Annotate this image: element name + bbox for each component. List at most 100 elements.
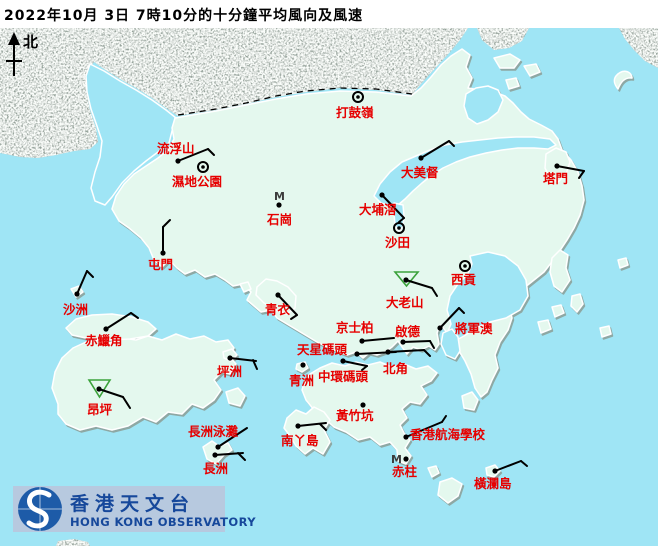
wind-barb [439, 307, 460, 329]
station-tai-mei-tuk: 大美督 [401, 140, 455, 180]
station-lamma-island: 南丫島 [281, 422, 327, 448]
station-peng-chau: 坪洲 [217, 355, 258, 379]
calm-wind-circle [393, 222, 405, 234]
station-dot [437, 325, 443, 331]
station-wong-chuk-hang: 黃竹坑 [335, 402, 374, 423]
station-label: 石崗 [266, 212, 292, 227]
station-dot [300, 362, 306, 368]
station-label: 濕地公園 [172, 174, 222, 189]
station-dot [276, 202, 282, 208]
title-bar: 2022年10月 3日 7時10分的十分鐘平均風向及風速 [0, 0, 658, 28]
wind-barb [86, 270, 94, 278]
station-dot [74, 291, 80, 297]
station-wetland-park: 濕地公園 [172, 161, 222, 189]
mainland-china-urban-area [0, 28, 658, 546]
station-shek-kong: M 石崗 [266, 190, 292, 227]
wind-barb [441, 415, 447, 423]
station-label: 沙洲 [63, 302, 88, 317]
station-label: 香港航海學校 [409, 427, 486, 442]
station-label: 大老山 [386, 295, 424, 310]
station-waglan-island: 橫瀾島 [474, 460, 528, 491]
station-dot [175, 158, 181, 164]
wind-barb [237, 452, 246, 461]
station-label: 北角 [383, 361, 408, 376]
wind-barb [162, 219, 171, 228]
wind-barb [207, 148, 215, 156]
station-label: 屯門 [148, 257, 173, 272]
station-dot [400, 339, 406, 345]
calm-wind-circle [197, 161, 209, 173]
station-dot [96, 386, 102, 392]
m-marker: M [274, 190, 285, 203]
wind-barb [420, 140, 450, 159]
station-dot [403, 456, 409, 462]
station-label: 塔門 [543, 171, 568, 186]
wind-barb [319, 423, 327, 431]
station-label: 昂坪 [87, 402, 113, 417]
station-dot [212, 452, 218, 458]
station-label: 京士柏 [336, 320, 374, 335]
station-label: 黃竹坑 [335, 408, 374, 423]
border-dashed-line [177, 87, 413, 116]
wind-barb [429, 340, 435, 349]
station-dot [215, 444, 221, 450]
wind-barb [361, 365, 368, 371]
station-central-pier: 中環碼頭 [318, 358, 369, 384]
station-ngong-ping: 昂坪 [87, 379, 131, 417]
hko-logo-icon [18, 487, 62, 531]
wind-barb [398, 217, 405, 223]
station-label: 青衣 [265, 302, 291, 317]
station-label: 沙田 [385, 235, 410, 250]
station-dot [418, 155, 424, 161]
north-label: 北 [23, 33, 38, 51]
station-dot [492, 468, 498, 474]
station-label: 將軍澳 [455, 321, 493, 336]
wind-barb [177, 148, 209, 162]
station-sai-kung: 西貢 [451, 260, 477, 287]
station-dot [359, 338, 365, 344]
station-dot [397, 226, 401, 230]
north-arrow: 北 [6, 32, 38, 76]
station-label: 赤柱 [392, 464, 418, 479]
wind-barb [105, 312, 132, 330]
station-kings-park: 京士柏 [336, 320, 395, 344]
wind-barb [387, 349, 425, 353]
station-stanley: M赤柱 [391, 453, 418, 479]
station-label: 坪洲 [217, 364, 242, 379]
wind-barb [342, 360, 368, 367]
wind-barb [402, 340, 431, 343]
station-chek-lap-kok: 赤鱲角 [85, 312, 139, 348]
station-lau-fau-shan: 流浮山 [157, 141, 215, 164]
station-label: 啟德 [395, 324, 421, 339]
station-hk-sea-school: 香港航海學校 [403, 415, 486, 442]
wind-barb [431, 287, 438, 297]
wind-barb [122, 396, 131, 409]
wind-barb [405, 279, 433, 289]
hko-logo-banner[interactable]: 香港天文台 HONG KONG OBSERVATORY [13, 486, 256, 532]
deep-bay-water [85, 63, 177, 206]
wind-barb [381, 194, 405, 219]
station-kai-tak: 啟德 [395, 324, 435, 349]
station-label: 中環碼頭 [318, 369, 369, 384]
wind-barb [98, 388, 124, 398]
calm-wind-circle [459, 260, 471, 272]
station-tap-mun: 塔門 [543, 163, 585, 186]
wind-barb [229, 357, 257, 362]
logo-english-text: HONG KONG OBSERVATORY [70, 515, 256, 529]
station-label: 打鼓嶺 [336, 105, 374, 120]
station-label: 長洲泳灘 [188, 424, 239, 439]
station-dot [360, 402, 366, 408]
wind-barb [556, 165, 585, 172]
wind-barb [578, 170, 585, 179]
station-label: 大美督 [401, 165, 439, 180]
station-dot [463, 264, 467, 268]
wind-barb [448, 140, 455, 147]
station-label: 橫瀾島 [474, 476, 512, 491]
wind-barb [494, 460, 522, 472]
logo-chinese-text: 香港天文台 [69, 492, 195, 515]
wind-barb [520, 460, 528, 467]
station-label: 赤鱲角 [85, 333, 123, 348]
